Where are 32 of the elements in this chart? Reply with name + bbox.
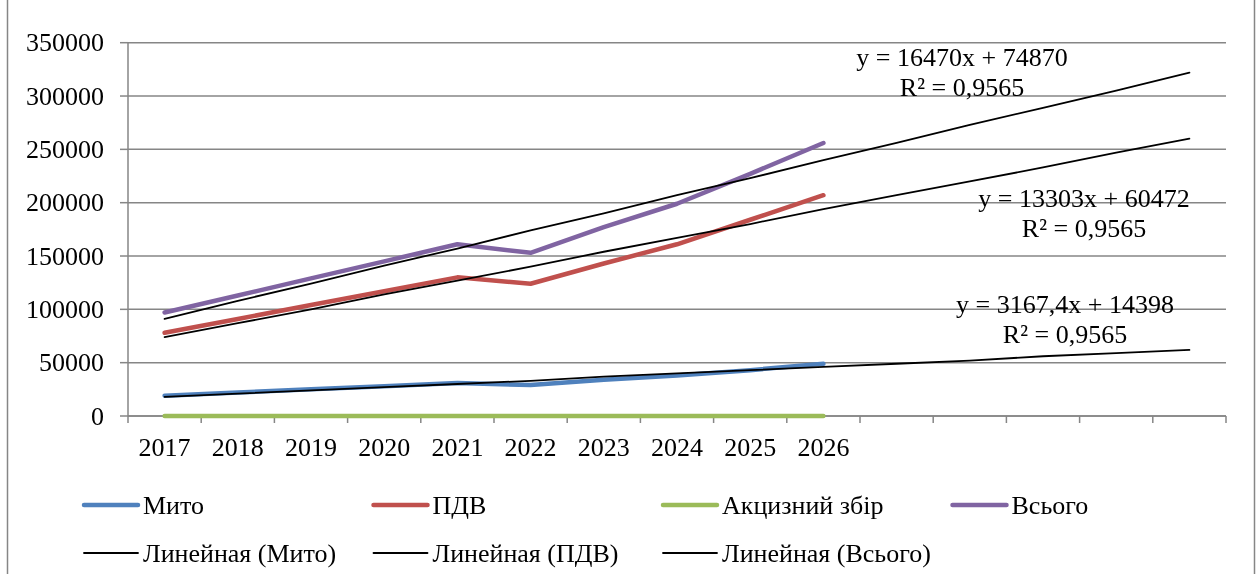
x-tick-label: 2020 bbox=[358, 433, 411, 462]
y-tick-label: 250000 bbox=[26, 134, 104, 164]
x-tick-label: 2026 bbox=[797, 433, 850, 462]
annotation: y = 13303x + 60472 R² = 0,9565 bbox=[978, 184, 1190, 243]
y-tick-label: 300000 bbox=[26, 81, 104, 111]
legend-label: Линейная (ПДВ) bbox=[432, 538, 619, 568]
legend-label: Линейная (Мито) bbox=[143, 538, 337, 568]
x-tick-label: 2024 bbox=[651, 433, 703, 462]
y-tick-label: 0 bbox=[91, 401, 104, 431]
y-tick-label: 50000 bbox=[39, 348, 104, 378]
x-tick-label: 2019 bbox=[285, 433, 337, 462]
line-series bbox=[162, 192, 826, 336]
x-tick-label: 2017 bbox=[138, 433, 191, 462]
x-tick-label: 2018 bbox=[211, 433, 264, 462]
x-tick-label: 2021 bbox=[431, 433, 484, 462]
x-tick-label: 2022 bbox=[504, 433, 557, 462]
y-tick-label: 350000 bbox=[26, 28, 104, 58]
legend-label: Акцизний збір bbox=[722, 490, 884, 520]
y-tick-label: 100000 bbox=[26, 294, 104, 324]
x-tick-label: 2023 bbox=[577, 433, 630, 462]
legend-label: Всього bbox=[1011, 490, 1089, 520]
y-tick-label: 150000 bbox=[26, 241, 104, 271]
legend-label: Мито bbox=[143, 490, 205, 520]
legend-label: Линейная (Всього) bbox=[722, 538, 931, 568]
annotation: y = 3167,4x + 14398 R² = 0,9565 bbox=[956, 290, 1174, 349]
line-series bbox=[163, 348, 1191, 398]
annotation: y = 16470x + 74870 R² = 0,9565 bbox=[856, 43, 1068, 102]
y-tick-label: 200000 bbox=[26, 188, 104, 218]
x-tick-label: 2025 bbox=[724, 433, 777, 462]
line-series bbox=[162, 140, 826, 315]
line-series bbox=[163, 71, 1191, 320]
legend-label: ПДВ bbox=[432, 490, 487, 520]
